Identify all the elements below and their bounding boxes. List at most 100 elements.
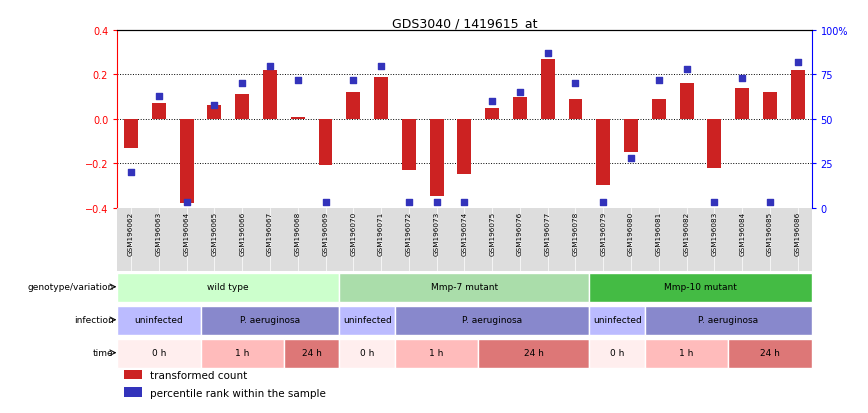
Bar <box>624 119 638 153</box>
Text: GSM196079: GSM196079 <box>601 211 606 255</box>
Text: uninfected: uninfected <box>593 316 641 325</box>
Text: GSM196069: GSM196069 <box>323 211 328 255</box>
Point <box>541 51 555 57</box>
Bar <box>124 387 141 397</box>
Text: GSM196075: GSM196075 <box>490 211 495 255</box>
Bar <box>430 119 444 197</box>
Bar <box>763 93 777 119</box>
Point <box>291 77 305 84</box>
Text: percentile rank within the sample: percentile rank within the sample <box>150 388 326 398</box>
Text: 24 h: 24 h <box>760 349 779 357</box>
Bar <box>707 119 721 168</box>
Text: P. aeruginosa: P. aeruginosa <box>698 316 759 325</box>
Text: GSM196071: GSM196071 <box>378 211 384 255</box>
Point <box>319 199 332 206</box>
Bar <box>117 273 339 303</box>
Text: GSM196085: GSM196085 <box>767 211 773 255</box>
Text: infection: infection <box>74 316 114 325</box>
Bar <box>117 306 201 335</box>
Text: P. aeruginosa: P. aeruginosa <box>462 316 523 325</box>
Text: 1 h: 1 h <box>680 349 694 357</box>
Text: GSM196080: GSM196080 <box>628 211 634 255</box>
Bar <box>589 273 812 303</box>
Point <box>763 199 777 206</box>
Point <box>124 169 138 176</box>
Point <box>346 77 360 84</box>
Bar <box>513 97 527 119</box>
Bar <box>346 93 360 119</box>
Text: GSM196077: GSM196077 <box>545 211 550 255</box>
Bar <box>485 109 499 119</box>
Text: Mmp-10 mutant: Mmp-10 mutant <box>664 282 737 292</box>
Bar <box>728 339 812 368</box>
Bar <box>339 339 395 368</box>
Bar <box>541 60 555 119</box>
Text: 0 h: 0 h <box>152 349 166 357</box>
Bar <box>589 306 645 335</box>
Text: GSM196086: GSM196086 <box>795 211 800 255</box>
Text: GSM196066: GSM196066 <box>240 211 245 255</box>
Bar <box>478 339 589 368</box>
Text: time: time <box>93 349 114 357</box>
Bar <box>374 78 388 119</box>
Text: GSM196076: GSM196076 <box>517 211 523 255</box>
Text: GSM196064: GSM196064 <box>184 211 189 255</box>
Bar <box>339 273 589 303</box>
Point <box>152 93 166 100</box>
Text: GSM196062: GSM196062 <box>128 211 134 255</box>
Point <box>430 199 444 206</box>
Bar <box>291 117 305 119</box>
Point <box>707 199 721 206</box>
Text: GSM196068: GSM196068 <box>295 211 300 255</box>
Point <box>207 102 221 109</box>
Bar <box>791 71 805 119</box>
Title: GDS3040 / 1419615_at: GDS3040 / 1419615_at <box>391 17 537 30</box>
Text: Mmp-7 mutant: Mmp-7 mutant <box>431 282 498 292</box>
Bar <box>339 306 395 335</box>
Bar <box>457 119 471 175</box>
Bar <box>680 84 694 119</box>
Text: GSM196073: GSM196073 <box>434 211 439 255</box>
Text: GSM196083: GSM196083 <box>712 211 717 255</box>
Point <box>596 199 610 206</box>
Point <box>485 99 499 105</box>
Text: GSM196084: GSM196084 <box>740 211 745 255</box>
Text: GSM196063: GSM196063 <box>156 211 161 255</box>
Bar <box>645 306 812 335</box>
Text: 1 h: 1 h <box>430 349 444 357</box>
Bar <box>201 339 284 368</box>
Text: GSM196082: GSM196082 <box>684 211 689 255</box>
Bar <box>589 339 645 368</box>
Text: GSM196081: GSM196081 <box>656 211 661 255</box>
Point <box>791 59 805 66</box>
Bar <box>152 104 166 119</box>
Bar <box>735 88 749 119</box>
Text: GSM196067: GSM196067 <box>267 211 273 255</box>
Bar <box>124 119 138 148</box>
Point <box>680 66 694 73</box>
Bar <box>402 119 416 171</box>
Bar <box>180 119 194 204</box>
Point <box>180 199 194 206</box>
Point <box>624 155 638 162</box>
Bar <box>124 369 141 379</box>
Bar <box>596 119 610 186</box>
Text: GSM196065: GSM196065 <box>212 211 217 255</box>
Point <box>513 90 527 96</box>
Text: uninfected: uninfected <box>343 316 391 325</box>
Point <box>457 199 471 206</box>
Bar <box>395 339 478 368</box>
Bar <box>652 100 666 119</box>
Text: GSM196072: GSM196072 <box>406 211 411 255</box>
Point <box>374 63 388 70</box>
Bar <box>395 306 589 335</box>
Text: GSM196078: GSM196078 <box>573 211 578 255</box>
Bar <box>284 339 339 368</box>
Point <box>735 76 749 82</box>
Text: 24 h: 24 h <box>302 349 321 357</box>
Text: genotype/variation: genotype/variation <box>28 282 114 292</box>
Bar <box>117 339 201 368</box>
Bar <box>319 119 332 166</box>
Point <box>263 63 277 70</box>
Point <box>569 81 582 88</box>
